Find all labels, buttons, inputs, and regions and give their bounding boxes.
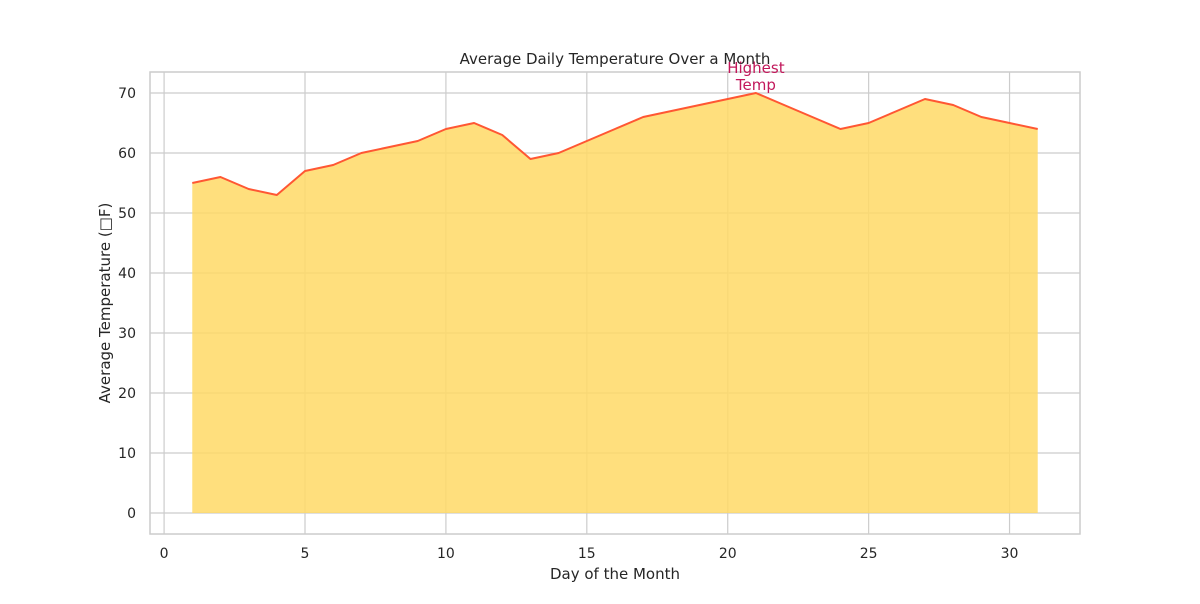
data-point-day-2: [219, 176, 221, 178]
y-tick-label-0: 0: [127, 506, 136, 522]
data-point-day-8: [388, 146, 390, 148]
data-point-day-18: [670, 110, 672, 112]
y-tick-label-70: 70: [118, 86, 136, 102]
plot-border: [149, 71, 1081, 535]
tick-labels: 0 5 10 15 20 25 30 0 10 20 30 40 50 60 70: [118, 86, 1018, 562]
data-point-day-11: [473, 122, 475, 124]
x-axis-title: Day of the Month: [550, 565, 680, 583]
x-tick-label-20: 20: [719, 546, 737, 562]
y-tick-label-30: 30: [118, 326, 136, 342]
data-point-day-4: [276, 194, 278, 196]
temperature-line-0: [192, 92, 1038, 196]
data-point-day-24: [839, 128, 841, 130]
x-tick-label-30: 30: [1001, 546, 1019, 562]
data-point-day-16: [614, 128, 616, 130]
data-point-day-10: [445, 128, 447, 130]
area-layer: [191, 92, 1039, 513]
data-point-day-20: [727, 98, 729, 100]
x-tick-label-5: 5: [301, 546, 310, 562]
y-tick-label-20: 20: [118, 386, 136, 402]
y-tick-label-60: 60: [118, 146, 136, 162]
annotation-line-1: Highest: [727, 59, 785, 77]
x-tick-label-10: 10: [437, 546, 455, 562]
data-point-day-19: [698, 104, 700, 106]
data-point-day-9: [417, 140, 419, 142]
data-point-day-13: [529, 158, 531, 160]
data-point-day-31: [1037, 128, 1039, 130]
data-point-day-14: [557, 152, 559, 154]
chart-title: Average Daily Temperature Over a Month: [460, 50, 771, 68]
data-point-day-3: [247, 188, 249, 190]
x-tick-label-0: 0: [160, 546, 169, 562]
data-point-day-30: [1008, 122, 1010, 124]
data-point-day-17: [642, 116, 644, 118]
data-point-day-26: [896, 110, 898, 112]
area-fill-0: [192, 93, 1038, 513]
data-point-day-25: [867, 122, 869, 124]
data-point-day-5: [304, 170, 306, 172]
data-point-day-22: [783, 104, 785, 106]
x-tick-label-15: 15: [578, 546, 596, 562]
annotation: Highest Temp: [727, 59, 785, 94]
y-tick-label-10: 10: [118, 446, 136, 462]
data-point-day-23: [811, 116, 813, 118]
y-tick-label-50: 50: [118, 206, 136, 222]
data-point-day-29: [980, 116, 982, 118]
data-point-day-7: [360, 152, 362, 154]
data-point-day-12: [501, 134, 503, 136]
annotation-line-2: Temp: [735, 76, 776, 94]
data-point-day-28: [952, 104, 954, 106]
y-tick-label-40: 40: [118, 266, 136, 282]
x-tick-label-25: 25: [860, 546, 878, 562]
data-point-day-6: [332, 164, 334, 166]
plot-frame: [149, 71, 1081, 535]
data-point-day-1: [191, 182, 193, 184]
data-point-day-15: [586, 140, 588, 142]
y-axis-title: Average Temperature (□F): [96, 203, 114, 404]
data-point-day-27: [924, 98, 926, 100]
titles: Average Daily Temperature Over a Month D…: [96, 50, 770, 583]
